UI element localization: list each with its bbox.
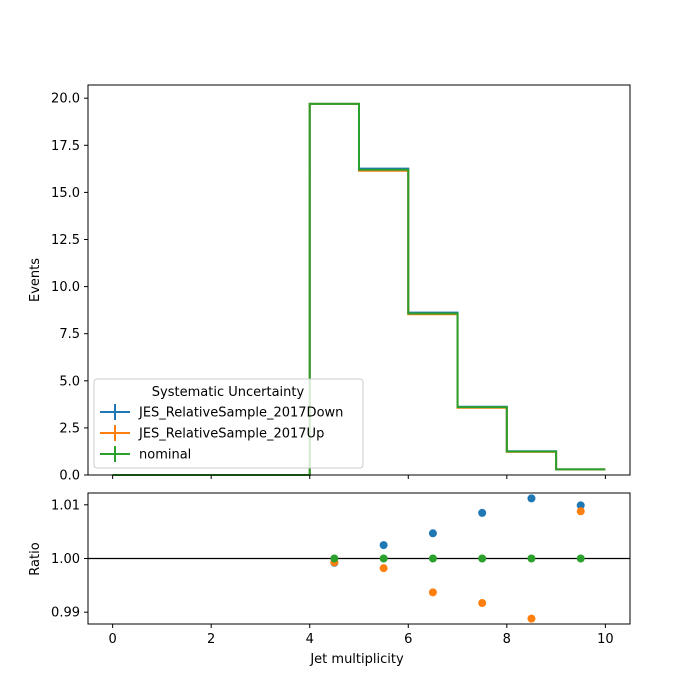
histogram-x-ticks bbox=[112, 475, 606, 479]
legend-entry-label: nominal bbox=[139, 448, 191, 463]
ratio-point-jes-relativesample-2017down bbox=[478, 508, 487, 517]
ratio-x-axis-label: Jet multiplicity bbox=[309, 652, 404, 667]
ratio-point-nominal bbox=[428, 554, 437, 563]
histogram-y-tick-label: 15.0 bbox=[51, 186, 80, 201]
ratio-x-tick-label: 6 bbox=[404, 632, 412, 647]
ratio-x-tick-label: 4 bbox=[306, 632, 314, 647]
histogram-y-tick-label: 7.5 bbox=[59, 327, 80, 342]
ratio-point-jes-relativesample-2017down bbox=[428, 529, 437, 538]
ratio-x-tick-label: 0 bbox=[108, 632, 116, 647]
ratio-point-jes-relativesample-2017up bbox=[379, 564, 388, 573]
ratio-point-nominal bbox=[576, 554, 585, 563]
legend-entry-label: JES_RelativeSample_2017Down bbox=[138, 406, 343, 421]
histogram-y-ticks: 0.0 2.5 5.0 7.5 10.0 12.5 15.0 17.5 20.0 bbox=[51, 92, 88, 484]
ratio-x-ticks: 0 2 4 6 8 10 bbox=[108, 624, 614, 647]
ratio-point-nominal bbox=[527, 554, 536, 563]
legend: Systematic Uncertainty JES_RelativeSampl… bbox=[93, 378, 364, 469]
legend-entry-label: JES_RelativeSample_2017Up bbox=[138, 427, 324, 442]
ratio-y-ticks: 0.99 1.00 1.01 bbox=[51, 498, 88, 621]
ratio-point-jes-relativesample-2017up bbox=[527, 614, 536, 623]
histogram-y-tick-label: 17.5 bbox=[51, 139, 80, 154]
histogram-y-tick-label: 12.5 bbox=[51, 233, 80, 248]
ratio-points-layer bbox=[88, 494, 630, 623]
ratio-point-jes-relativesample-2017up bbox=[478, 599, 487, 608]
ratio-y-tick-label: 0.99 bbox=[51, 606, 80, 621]
legend-entry-jes-relativesample-2017up: JES_RelativeSample_2017Up bbox=[100, 425, 324, 442]
legend-entry-jes-relativesample-2017down: JES_RelativeSample_2017Down bbox=[100, 404, 343, 421]
ratio-point-jes-relativesample-2017down bbox=[379, 541, 388, 550]
histogram-panel: 0.02.55.07.510.012.515.017.520.0 Events … bbox=[28, 84, 631, 484]
ratio-panel: 0.99 1.00 1.01 0 2 4 6 8 10 Ratio Jet multiplic… bbox=[28, 492, 631, 667]
ratio-y-tick-label: 1.00 bbox=[51, 552, 80, 567]
histogram-y-tick-label: 0.0 bbox=[59, 469, 80, 484]
ratio-y-axis-label: Ratio bbox=[28, 542, 43, 575]
ratio-point-jes-relativesample-2017down bbox=[527, 494, 536, 503]
ratio-point-jes-relativesample-2017up bbox=[576, 507, 585, 516]
ratio-point-nominal bbox=[478, 554, 487, 563]
histogram-y-tick-label: 20.0 bbox=[51, 92, 80, 107]
histogram-y-tick-label: 2.5 bbox=[59, 421, 80, 436]
ratio-point-jes-relativesample-2017down bbox=[576, 501, 585, 510]
histogram-y-axis-label: Events bbox=[28, 258, 43, 302]
ratio-point-nominal bbox=[379, 554, 388, 563]
histogram-frame bbox=[87, 84, 631, 476]
legend-box bbox=[93, 378, 364, 469]
ratio-point-nominal bbox=[330, 554, 339, 563]
ratio-point-jes-relativesample-2017up bbox=[428, 588, 437, 597]
histogram-y-tick-label: 5.0 bbox=[59, 374, 80, 389]
ratio-x-tick-label: 8 bbox=[503, 632, 511, 647]
ratio-y-tick-label: 1.01 bbox=[51, 498, 80, 513]
legend-entry-nominal: nominal bbox=[100, 446, 191, 463]
legend-entries: JES_RelativeSample_2017Down JES_RelativeS… bbox=[100, 404, 343, 463]
histogram-y-tick-label: 10.0 bbox=[51, 280, 80, 295]
ratio-x-tick-label: 2 bbox=[207, 632, 215, 647]
ratio-x-tick-label: 10 bbox=[597, 632, 614, 647]
legend-title: Systematic Uncertainty bbox=[152, 385, 305, 400]
